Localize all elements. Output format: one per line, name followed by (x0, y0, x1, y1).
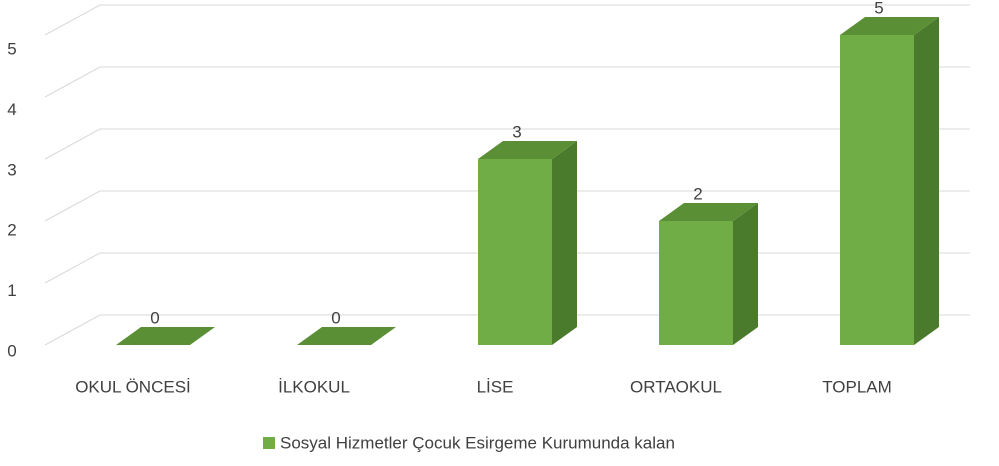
data-label: 2 (693, 184, 702, 203)
legend-swatch (263, 437, 275, 449)
bar-top (659, 203, 758, 221)
bar-front (478, 159, 552, 345)
bar-side (552, 141, 577, 345)
bar-top (840, 17, 939, 35)
bar-front (840, 35, 914, 345)
bar-top (116, 327, 215, 345)
data-label: 3 (512, 122, 521, 141)
x-tick-label: İLKOKUL (278, 377, 350, 396)
x-tick-label: LİSE (477, 377, 514, 396)
x-tick-label: ORTAOKUL (630, 377, 722, 396)
bar-side (733, 203, 758, 345)
y-tick-label: 2 (7, 221, 16, 240)
bar-top (297, 327, 396, 345)
y-tick-label: 3 (7, 160, 16, 179)
y-tick-label: 1 (7, 281, 16, 300)
bar-top (478, 141, 577, 159)
bar-side (914, 17, 939, 345)
y-tick-label: 0 (7, 341, 16, 360)
grid-line (44, 4, 970, 36)
x-tick-label: TOPLAM (822, 377, 892, 396)
bar (478, 141, 577, 345)
grid-line (44, 128, 970, 160)
bar (840, 17, 939, 345)
data-label: 5 (874, 0, 883, 17)
data-label: 0 (150, 308, 159, 327)
bar (116, 327, 215, 345)
y-tick-label: 4 (7, 100, 16, 119)
grid-line (44, 190, 970, 222)
x-tick-label: OKUL ÖNCESİ (75, 377, 191, 396)
bar (659, 203, 758, 345)
legend-label: Sosyal Hizmetler Çocuk Esirgeme Kurumund… (280, 433, 675, 452)
grid-line (44, 66, 970, 98)
bar-front (659, 221, 733, 345)
data-label: 0 (331, 308, 340, 327)
y-tick-label: 5 (7, 39, 16, 58)
bar (297, 327, 396, 345)
